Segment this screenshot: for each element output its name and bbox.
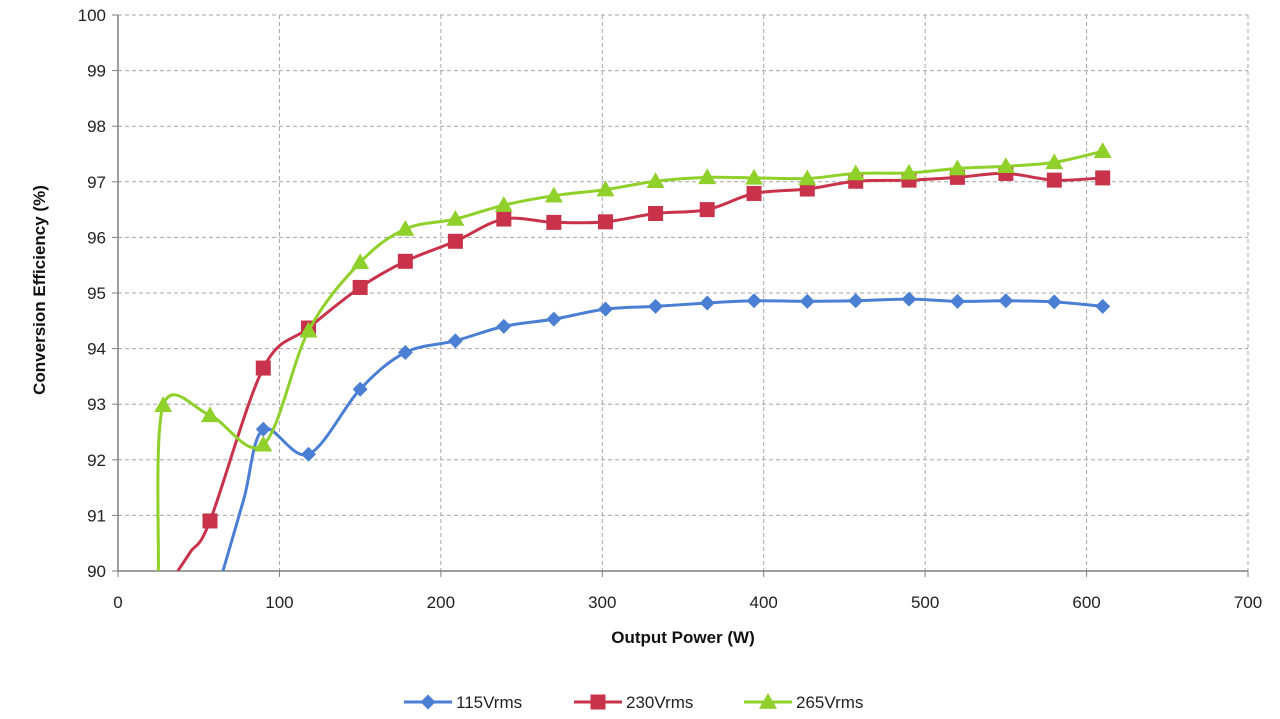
y-tick-labels: 90 91 92 93 94 95 96 97 98 99 100 bbox=[78, 6, 106, 581]
data-point bbox=[648, 298, 664, 314]
legend-item: 265Vrms bbox=[744, 693, 863, 712]
y-tick-label: 95 bbox=[87, 284, 106, 303]
data-point bbox=[351, 253, 370, 270]
legend: 115Vrms 230Vrms 265Vrms bbox=[404, 693, 863, 712]
data-point bbox=[546, 214, 562, 230]
x-tick-label: 700 bbox=[1234, 593, 1262, 612]
data-point bbox=[447, 233, 463, 249]
legend-label: 115Vrms bbox=[456, 693, 522, 712]
data-point bbox=[846, 164, 865, 181]
data-point bbox=[544, 186, 563, 203]
data-point bbox=[154, 396, 173, 413]
data-point bbox=[397, 253, 413, 269]
y-tick-label: 90 bbox=[87, 562, 106, 581]
series-line bbox=[156, 149, 1104, 571]
x-tick-label: 600 bbox=[1072, 593, 1100, 612]
x-axis-title: Output Power (W) bbox=[611, 628, 755, 647]
x-tick-label: 500 bbox=[911, 593, 939, 612]
data-point bbox=[949, 293, 965, 309]
y-tick-label: 94 bbox=[87, 340, 106, 359]
data-point bbox=[596, 180, 615, 197]
data-point bbox=[848, 293, 864, 309]
y-axis-title: Conversion Efficiency (%) bbox=[30, 185, 49, 395]
data-point bbox=[648, 205, 664, 221]
legend-item: 115Vrms bbox=[404, 693, 522, 712]
data-point bbox=[202, 513, 218, 529]
x-tick-label: 400 bbox=[750, 593, 778, 612]
data-point bbox=[1046, 294, 1062, 310]
legend-item: 230Vrms bbox=[574, 693, 693, 712]
data-point bbox=[352, 381, 368, 397]
y-tick-label: 100 bbox=[78, 6, 106, 25]
data-point bbox=[598, 301, 614, 317]
data-point bbox=[901, 291, 917, 307]
legend-label: 230Vrms bbox=[626, 693, 693, 712]
data-point bbox=[446, 210, 465, 226]
data-point bbox=[494, 196, 513, 212]
x-tick-label: 100 bbox=[265, 593, 293, 612]
series-line bbox=[221, 297, 1103, 571]
data-point bbox=[352, 279, 368, 295]
data-point bbox=[746, 293, 762, 309]
data-point bbox=[699, 202, 715, 218]
data-point bbox=[255, 360, 271, 376]
data-point bbox=[799, 181, 815, 197]
y-tick-label: 93 bbox=[87, 395, 106, 414]
data-point bbox=[397, 344, 413, 360]
y-tick-label: 96 bbox=[87, 228, 106, 247]
series-230Vrms bbox=[176, 165, 1111, 571]
series-265Vrms bbox=[154, 142, 1112, 571]
series-line bbox=[176, 171, 1103, 571]
data-point bbox=[1046, 172, 1062, 188]
data-point bbox=[948, 159, 967, 176]
data-point bbox=[396, 220, 415, 236]
data-point bbox=[201, 406, 220, 423]
data-point bbox=[299, 321, 318, 338]
legend-marker bbox=[420, 694, 436, 710]
series-group bbox=[154, 142, 1112, 571]
axes bbox=[112, 14, 1249, 577]
data-point bbox=[996, 157, 1015, 173]
y-tick-label: 99 bbox=[87, 62, 106, 81]
x-tick-labels: 0 100 200 300 400 500 600 700 bbox=[113, 593, 1262, 612]
data-point bbox=[998, 293, 1014, 309]
x-tick-label: 0 bbox=[113, 593, 122, 612]
data-point bbox=[746, 185, 762, 201]
data-point bbox=[1045, 153, 1064, 170]
data-point bbox=[798, 169, 817, 186]
x-tick-label: 200 bbox=[427, 593, 455, 612]
y-tick-label: 92 bbox=[87, 451, 106, 470]
legend-marker bbox=[759, 693, 777, 709]
data-point bbox=[799, 293, 815, 309]
y-tick-label: 98 bbox=[87, 117, 106, 136]
data-point bbox=[447, 333, 463, 349]
data-point bbox=[496, 211, 512, 227]
data-point bbox=[496, 318, 512, 334]
y-tick-label: 91 bbox=[87, 506, 106, 525]
data-point bbox=[254, 435, 273, 452]
data-point bbox=[546, 311, 562, 327]
data-point bbox=[745, 168, 764, 185]
legend-marker bbox=[590, 694, 606, 710]
data-point bbox=[1093, 142, 1112, 158]
x-tick-label: 300 bbox=[588, 593, 616, 612]
data-point bbox=[255, 421, 271, 437]
data-point bbox=[1095, 170, 1111, 186]
series-115Vrms bbox=[221, 291, 1111, 571]
data-point bbox=[699, 295, 715, 311]
data-point bbox=[646, 172, 665, 188]
data-point bbox=[300, 446, 316, 462]
data-point bbox=[598, 214, 614, 230]
legend-label: 265Vrms bbox=[796, 693, 863, 712]
y-tick-label: 97 bbox=[87, 173, 106, 192]
data-point bbox=[1095, 298, 1111, 314]
data-point bbox=[900, 163, 918, 180]
gridlines bbox=[118, 14, 1249, 571]
data-point bbox=[698, 168, 717, 185]
